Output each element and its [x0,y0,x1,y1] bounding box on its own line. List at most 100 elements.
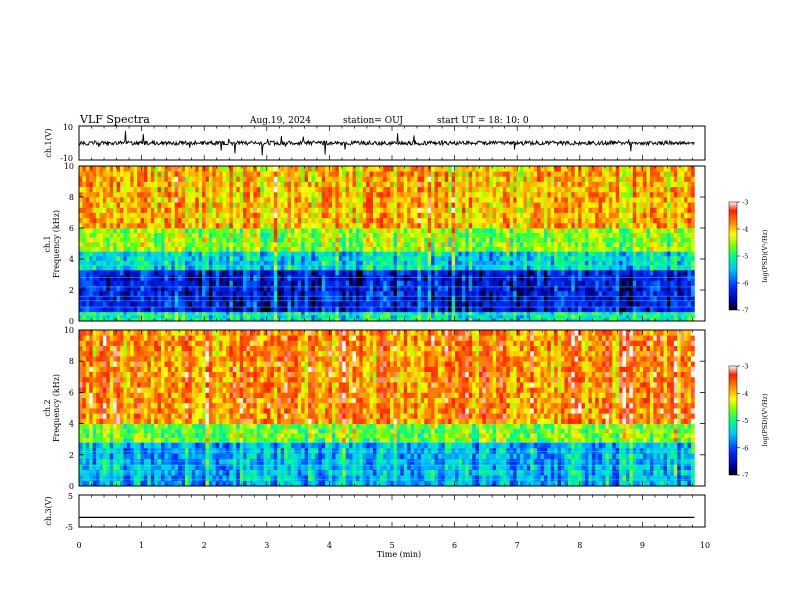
spectrogram-cell [441,251,446,257]
spectrogram-cell [147,290,152,297]
spectrogram-cell [150,207,155,213]
spectrogram-cell [571,241,576,247]
spectrogram-cell [612,269,617,276]
spectrogram-cell [537,311,541,316]
spectrogram-cell [338,314,343,319]
spectrogram-cell [588,296,593,302]
spectrogram-cell [342,269,347,276]
spectrogram-cell [540,232,545,238]
spectrogram-cell [273,237,278,243]
spectrogram-cell [106,317,111,322]
spectrogram-cell [386,311,391,316]
spectrogram-cell [82,237,87,243]
spectrogram-cell [612,246,617,252]
spectrogram-cell [301,232,306,238]
spectrogram-cell [188,246,193,252]
spectrogram-cell [667,251,671,257]
spectrogram-cell [308,197,312,203]
spectrogram-cell [202,306,206,313]
spectrogram-cell [188,306,193,313]
spectrogram-cell [349,232,353,238]
spectrogram-cell [342,314,347,319]
spectrogram-cell [670,191,675,198]
spectrogram-cell [167,269,172,276]
spectrogram-cell [219,255,223,261]
spectrogram-cell [612,314,617,319]
spectrogram-cell [232,260,237,266]
spectrogram-cell [567,228,572,234]
spectrogram-cell [424,228,429,234]
spectrogram-cell [366,207,370,213]
spectrogram-cell [373,311,377,316]
spectrogram-cell [441,207,446,213]
spectrogram-cell [297,290,302,297]
spectrogram-cell [195,317,200,322]
spectrogram-cell [639,191,644,198]
spectrogram-cell [331,207,336,213]
spectrogram-cell [427,306,432,313]
spectrogram-cell [126,241,131,247]
spectrogram-cell [509,290,514,297]
spectrogram-cell [520,285,524,292]
spectrogram-cell [89,186,94,193]
spectrogram-cell [294,306,299,313]
spectrogram-cell [164,314,169,319]
spectrogram-cell [595,222,600,229]
spectrogram-cell [236,228,241,234]
spectrogram-cell [386,314,391,319]
spectrogram-cell [130,222,135,229]
spectrogram-cell [581,228,586,234]
spectrogram-cell [591,241,596,247]
spectrogram-cell [571,232,576,238]
spectrogram-cell [157,260,162,266]
spectrogram-cell [366,222,370,229]
spectrogram-cell [403,311,408,316]
spectrogram-cell [427,285,432,292]
spectrogram-cell [574,212,579,219]
spectrogram-cell [554,260,559,266]
spectrogram-cell [417,269,422,276]
spectrogram-cell [273,191,278,198]
spectrogram-cell [328,191,333,198]
spectrogram-cell [79,296,83,302]
spectrogram-cell [547,306,552,313]
spectrogram-cell [270,317,275,322]
spectrogram-cell [496,228,500,234]
spectrogram-cell [102,285,107,292]
spectrogram-cell [133,255,138,261]
spectrogram-cell [646,285,651,292]
spectrogram-cell [219,285,223,292]
spectrogram-cell [482,311,487,316]
spectrogram-cell [150,197,155,203]
spectrogram-cell [338,197,343,203]
spectrogram-cell [137,228,141,234]
spectrogram-cell [256,251,261,257]
spectrogram-cell [602,217,606,224]
spectrogram-cell [550,317,555,322]
spectrogram-cell [567,269,572,276]
spectrogram-cell [564,314,569,319]
spectrogram-cell [161,311,165,316]
spectrogram-cell [431,269,435,276]
spectrogram-cell [133,285,138,292]
spectrogram-cell [591,290,596,297]
spectrogram-cell [239,217,244,224]
spectrogram-cell [195,311,200,316]
spectrogram-cell [427,301,432,307]
spectrogram-cell [567,251,572,257]
spectrogram-cell [414,265,418,271]
spectrogram-cell [383,290,388,297]
spectrogram-cell [154,301,159,307]
spectrogram-cell [143,207,148,213]
spectrogram-cell [591,251,596,257]
spectrogram-cell [249,237,254,243]
spectrogram-cell [427,197,432,203]
spectrogram-cell [304,237,309,243]
spectrogram-cell [181,260,186,266]
spectrogram-cell [605,246,610,252]
spectrogram-cell [349,260,353,266]
spectrogram-cell [229,306,234,313]
spectrogram-cell [451,241,456,247]
spectrogram-cell [615,197,620,203]
spectrogram-cell [506,255,511,261]
